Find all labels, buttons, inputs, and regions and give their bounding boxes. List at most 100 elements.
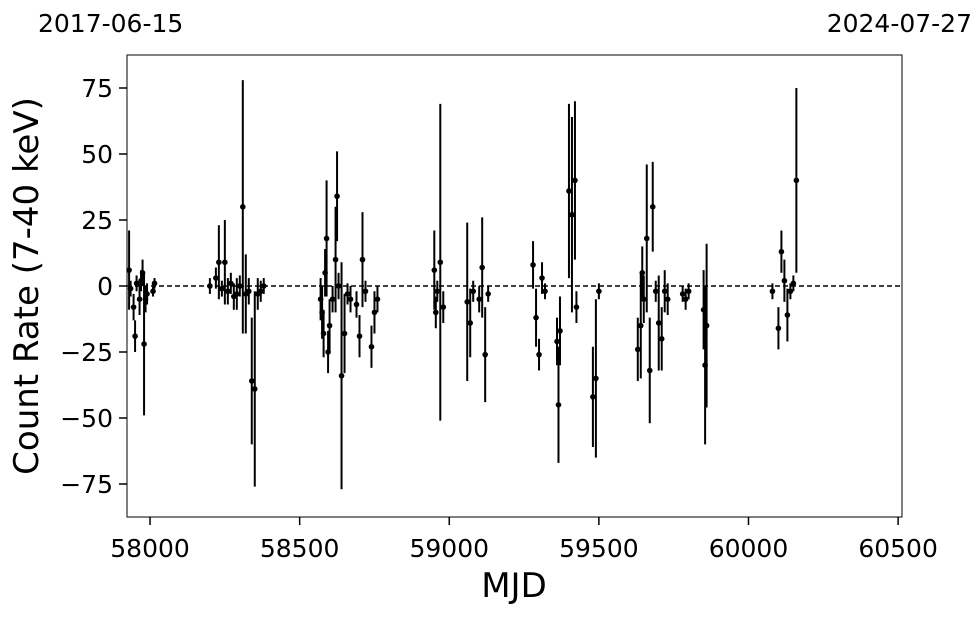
data-point xyxy=(251,386,258,392)
data-point xyxy=(679,291,686,297)
data-point xyxy=(470,288,477,295)
data-point xyxy=(482,351,488,358)
data-point xyxy=(248,378,255,384)
data-point xyxy=(144,291,150,297)
data-point xyxy=(464,299,471,305)
y-axis-label: Count Rate (7-40 keV) xyxy=(7,97,47,475)
data-point xyxy=(325,349,331,355)
x-tick-label: 58000 xyxy=(110,534,190,563)
data-point xyxy=(219,285,225,292)
data-point xyxy=(222,259,228,266)
y-tick-label: 75 xyxy=(81,74,113,103)
data-point xyxy=(640,296,647,303)
data-point xyxy=(664,296,671,303)
data-point xyxy=(257,288,264,295)
data-point xyxy=(437,259,444,266)
data-point xyxy=(362,288,369,295)
data-point xyxy=(228,280,234,287)
data-point xyxy=(769,288,776,295)
data-point xyxy=(359,256,366,263)
data-point xyxy=(573,304,580,310)
data-point xyxy=(639,270,646,276)
data-point xyxy=(133,280,140,287)
data-point xyxy=(775,325,782,332)
data-point xyxy=(685,288,692,295)
data-point xyxy=(433,309,439,316)
data-point xyxy=(245,288,252,295)
data-point xyxy=(530,262,536,268)
plot-frame xyxy=(126,54,903,518)
data-point xyxy=(356,333,363,339)
data-point xyxy=(216,259,222,266)
data-point xyxy=(207,283,213,289)
data-point xyxy=(344,291,351,297)
data-point xyxy=(658,336,665,342)
x-tick-label: 60000 xyxy=(709,534,789,563)
data-point xyxy=(434,288,441,295)
y-tick-label: −75 xyxy=(60,470,113,499)
data-point xyxy=(347,296,354,303)
data-point xyxy=(329,296,336,303)
y-tick-label: −25 xyxy=(60,338,113,367)
data-point xyxy=(138,277,144,284)
data-point xyxy=(700,306,707,313)
data-point xyxy=(127,285,134,292)
data-point xyxy=(646,367,653,374)
data-point xyxy=(682,296,689,303)
data-point xyxy=(136,296,143,303)
data-point xyxy=(326,322,333,329)
data-point xyxy=(341,330,348,337)
data-point xyxy=(569,211,575,218)
data-point xyxy=(533,314,539,321)
data-point xyxy=(332,256,339,263)
data-point xyxy=(368,343,375,350)
data-point xyxy=(151,280,158,287)
data-point xyxy=(237,283,243,289)
data-point xyxy=(132,333,138,339)
data-point xyxy=(317,296,324,303)
data-point xyxy=(431,267,438,273)
data-point xyxy=(374,296,381,303)
data-point xyxy=(637,322,644,329)
data-point xyxy=(572,177,578,184)
data-point xyxy=(793,177,800,184)
data-point xyxy=(213,275,219,281)
data-point xyxy=(335,283,342,289)
data-point xyxy=(334,193,340,200)
data-point xyxy=(130,304,137,310)
data-point xyxy=(536,351,542,358)
data-point xyxy=(557,328,563,334)
data-point xyxy=(596,288,602,295)
data-point xyxy=(485,291,491,297)
data-point xyxy=(652,288,659,295)
data-point xyxy=(353,301,360,308)
data-point xyxy=(338,372,345,379)
data-point xyxy=(542,288,548,295)
data-point xyxy=(781,277,788,284)
x-tick-label: 58500 xyxy=(260,534,340,563)
data-point xyxy=(566,188,572,194)
x-tick-label: 60500 xyxy=(858,534,938,563)
data-point xyxy=(141,341,147,347)
data-point xyxy=(590,394,596,400)
data-point xyxy=(702,362,708,369)
x-axis-label: MJD xyxy=(481,566,547,606)
data-point xyxy=(593,375,599,382)
data-point xyxy=(790,280,797,287)
data-point xyxy=(323,235,330,242)
data-point xyxy=(322,270,328,276)
data-point xyxy=(371,309,378,316)
y-tick-label: 0 xyxy=(97,272,113,301)
data-point xyxy=(234,291,240,297)
data-point xyxy=(225,288,231,295)
data-point xyxy=(643,235,650,242)
data-point xyxy=(554,338,560,345)
data-point xyxy=(260,283,267,289)
data-point xyxy=(787,288,794,295)
data-point xyxy=(476,296,482,303)
data-point xyxy=(319,309,325,316)
y-tick-label: −50 xyxy=(60,404,113,433)
data-point xyxy=(784,312,791,318)
x-tick-label: 59500 xyxy=(559,534,639,563)
data-point xyxy=(240,204,246,210)
